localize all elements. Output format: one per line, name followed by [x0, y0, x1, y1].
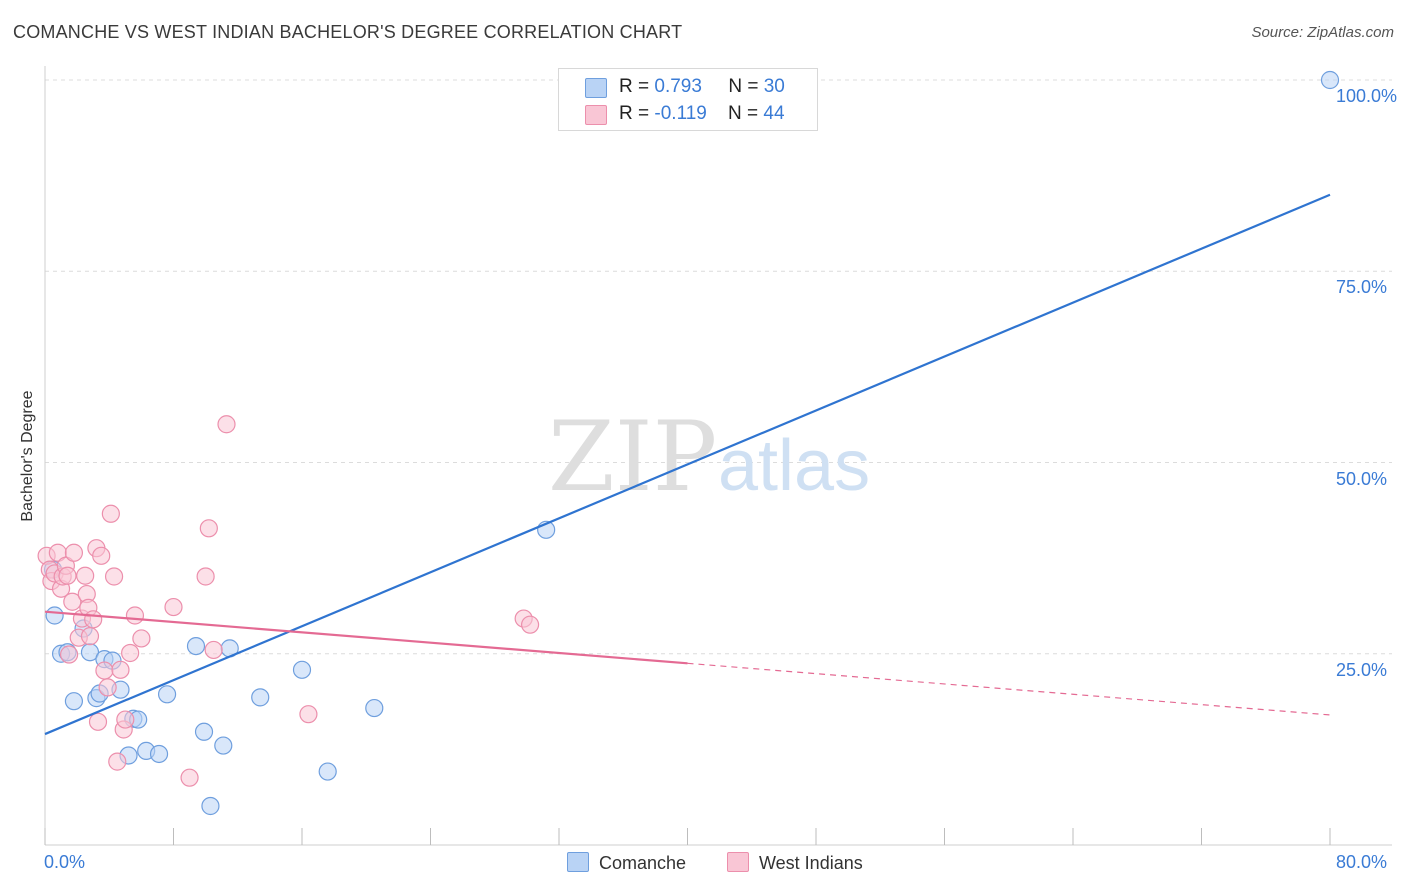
west-indians-point — [88, 712, 108, 731]
x-tick-label-min: 0.0% — [44, 852, 86, 872]
comanche-point — [318, 762, 337, 781]
r-label: R = — [619, 76, 650, 97]
west-indians-point — [108, 752, 127, 771]
grid-layer — [45, 79, 1392, 655]
comanche-legend-swatch — [567, 852, 589, 872]
comanche-point — [186, 636, 206, 656]
chart-title: COMANCHE VS WEST INDIAN BACHELOR'S DEGRE… — [13, 22, 683, 42]
y-tick-label: 75.0% — [1336, 277, 1388, 298]
source-label: Source: ZipAtlas.com — [1251, 24, 1394, 41]
west-indians-point — [116, 710, 135, 729]
west-indians-swatch — [585, 105, 607, 125]
west-indians-point — [180, 768, 199, 787]
axis-layer — [44, 66, 1392, 846]
west-indians-point — [520, 615, 540, 634]
west-indians-point — [299, 705, 318, 724]
comanche-point — [365, 698, 384, 718]
comanche-point — [214, 736, 233, 755]
west-indians-point — [199, 519, 218, 538]
west-indians-r-value: -0.119 — [654, 103, 707, 124]
west-indians-point — [164, 597, 183, 617]
n-label: N = — [728, 76, 759, 97]
west-indians-trend-line — [44, 610, 688, 665]
west-indians-point — [58, 566, 77, 585]
west-indians-point — [132, 629, 151, 648]
west-indians-point — [125, 606, 145, 625]
west-indians-n-value: 44 — [763, 103, 785, 124]
west-indians-point — [76, 566, 95, 585]
west-indians-point — [63, 592, 82, 611]
comanche-trend-line — [44, 193, 1331, 736]
comanche-point — [251, 688, 270, 707]
west-indians-point — [92, 546, 111, 565]
west-indians-point — [64, 543, 84, 562]
y-tick-label: 100.0% — [1336, 86, 1398, 106]
comanche-r-value: 0.793 — [654, 76, 702, 97]
comanche-point — [64, 692, 84, 711]
points-layer — [37, 70, 1340, 816]
west-indians-point — [98, 678, 117, 697]
y-tick-label: 25.0% — [1336, 659, 1388, 680]
west-indians-point — [59, 645, 79, 664]
west-indians-point — [204, 640, 223, 660]
west-indians-point — [84, 610, 103, 629]
west-indians-point — [121, 643, 140, 663]
west-indians-point — [104, 567, 124, 586]
comanche-n-value: 30 — [763, 76, 785, 97]
west-indians-trend-line-extension — [687, 662, 1331, 716]
stats-legend: R = 0.793 N = 30 R = -0.119 N = 44 — [558, 68, 818, 131]
west-indians-point — [217, 415, 236, 434]
y-tick-label: 50.0% — [1336, 468, 1388, 489]
n-label: N = — [727, 103, 759, 124]
watermark: ZIP atlas — [548, 401, 870, 513]
west-indians-point — [101, 504, 120, 523]
watermark-zip: ZIP — [548, 401, 717, 513]
trend-layer — [44, 193, 1331, 736]
west-indians-point — [111, 660, 130, 679]
bottom-legend-comanche: Comanche — [567, 852, 686, 874]
r-label: R = — [619, 103, 650, 124]
west-indians-legend-label: West Indians — [759, 853, 863, 873]
west-indians-point — [95, 661, 114, 680]
bottom-legend-west-indians: West Indians — [727, 852, 863, 874]
comanche-point — [157, 685, 177, 704]
watermark-atlas: atlas — [718, 426, 870, 506]
comanche-point — [201, 796, 220, 816]
west-indians-legend-swatch — [727, 852, 749, 872]
comanche-legend-label: Comanche — [599, 853, 687, 873]
comanche-point — [292, 660, 312, 679]
west-indians-point — [196, 567, 215, 586]
comanche-point — [45, 606, 64, 625]
comanche-point — [1320, 70, 1340, 90]
comanche-swatch — [585, 78, 607, 98]
comanche-point — [194, 722, 214, 741]
west-indians-point — [80, 627, 100, 646]
x-tick-label-max: 80.0% — [1336, 852, 1388, 872]
comanche-point — [149, 744, 169, 764]
